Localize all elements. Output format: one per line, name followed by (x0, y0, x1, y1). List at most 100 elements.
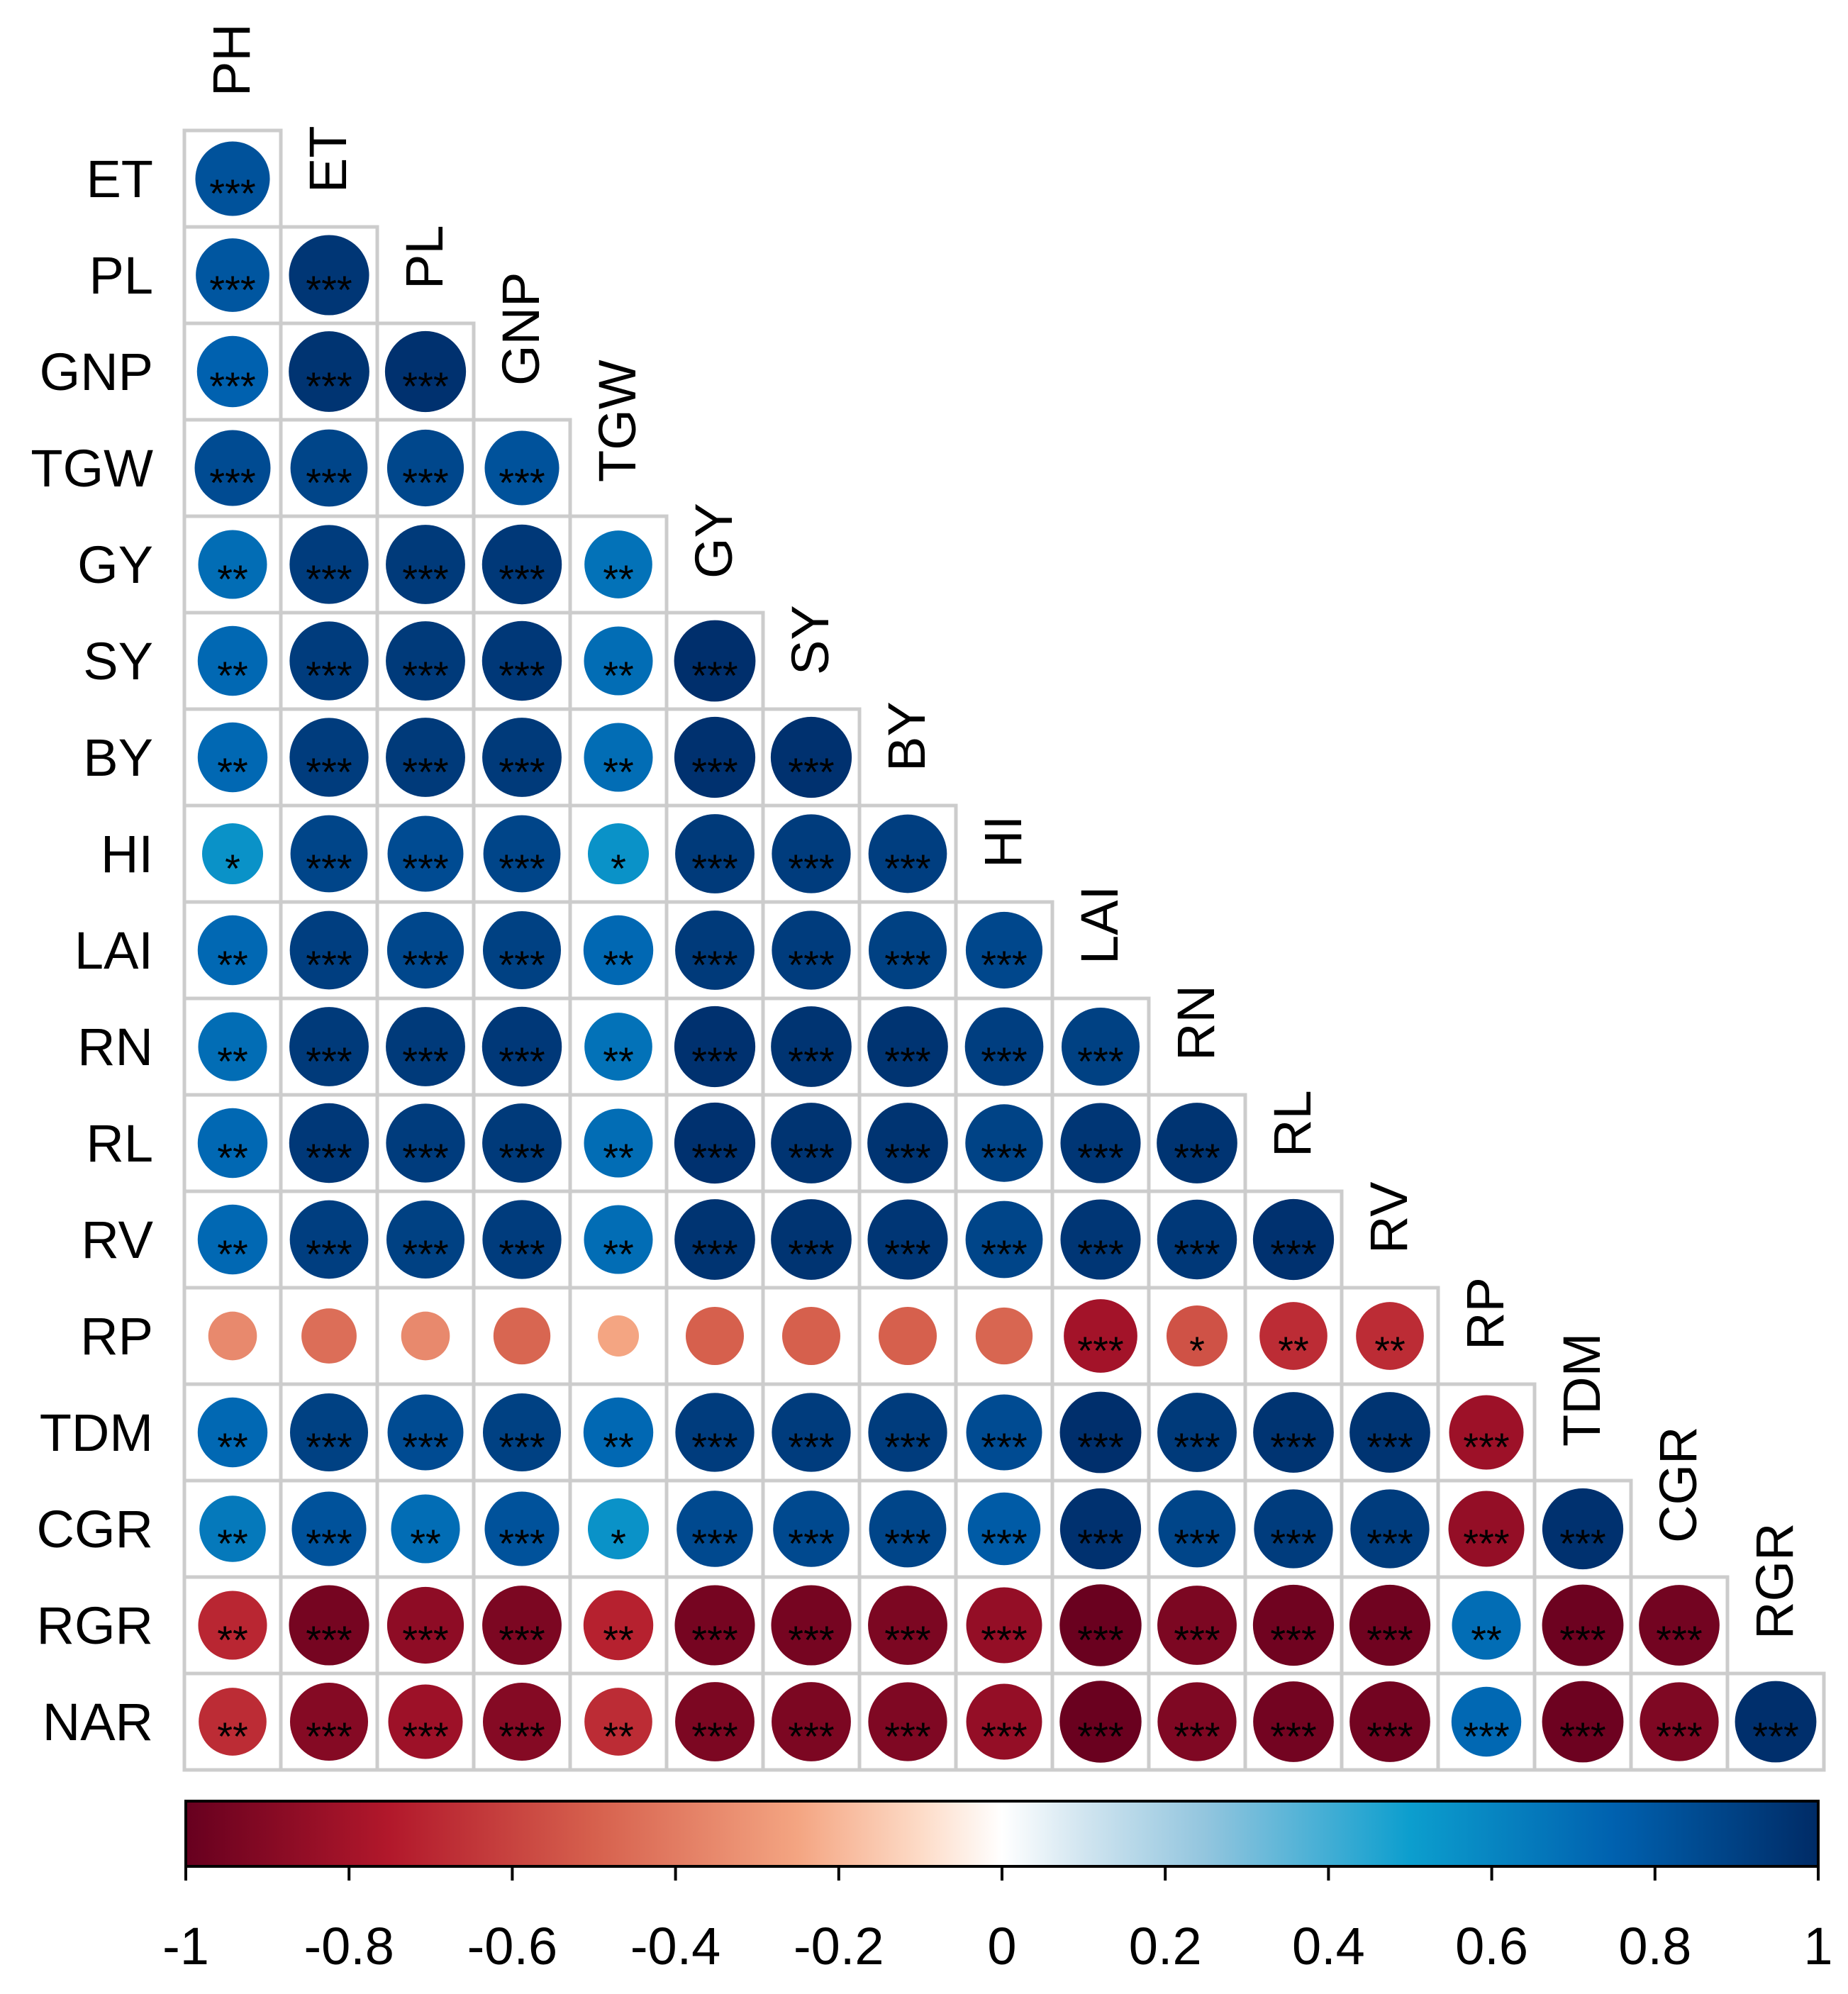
correlation-circle (1640, 1682, 1719, 1761)
cell-RN-GY: *** (664, 996, 765, 1097)
cell-RGR-TGW: ** (568, 1575, 669, 1676)
correlation-circle (674, 1199, 755, 1280)
significance-label: ** (603, 1714, 634, 1759)
significance-label: *** (1366, 1714, 1413, 1759)
correlation-circle (868, 814, 947, 893)
significance-label: *** (209, 267, 255, 312)
correlation-circle (869, 1490, 947, 1568)
cell-RL-GNP: *** (472, 1093, 572, 1193)
cell-CGR-TGW: * (568, 1478, 669, 1579)
cell-RP-SY (761, 1286, 862, 1386)
cell-RN-ET: *** (279, 996, 379, 1097)
colorbar-tick-labels: -1 -0.8 -0.6 -0.4 -0.2 0 0.2 0.4 0.6 0.8 1 (162, 1917, 1832, 1976)
cell-LAI-SY: *** (761, 900, 862, 1001)
significance-label: *** (788, 942, 834, 987)
significance-label: *** (981, 942, 1027, 987)
significance-label: * (611, 846, 626, 891)
significance-label: * (1189, 1328, 1205, 1373)
correlation-circle (289, 621, 369, 701)
correlation-circle (1157, 1586, 1237, 1665)
cell-NAR-TGW: ** (568, 1671, 669, 1772)
cell-TDM-RN: *** (1147, 1382, 1247, 1483)
correlation-circle (587, 823, 650, 885)
significance-label: *** (209, 171, 255, 216)
row-label-RP: RP (80, 1307, 153, 1366)
significance-label: *** (1174, 1714, 1220, 1759)
correlation-circle (584, 1108, 653, 1178)
correlation-circle (772, 814, 851, 893)
correlation-circle (1064, 1299, 1137, 1373)
colorbar-tick-label: 0.6 (1455, 1917, 1528, 1976)
cell-RV-RN: *** (1147, 1189, 1247, 1290)
cell-HI-ET: *** (279, 803, 379, 904)
cell-RN-BY: *** (857, 996, 958, 1097)
significance-label: *** (306, 1425, 352, 1469)
significance-label: *** (306, 460, 352, 505)
significance-label: *** (499, 653, 545, 698)
significance-label: ** (603, 1425, 634, 1469)
correlation-circle (195, 141, 270, 216)
cell-RV-SY: *** (761, 1189, 862, 1290)
significance-label: *** (788, 1521, 834, 1566)
correlation-circle (1157, 1103, 1237, 1183)
column-labels: PH ET PL GNP TGW GY SY BY HI LAI RN RL RV RP TDM CGR RGR… (202, 23, 1848, 1736)
significance-label: *** (981, 1714, 1027, 1759)
correlation-circle (1059, 1488, 1142, 1570)
significance-label: *** (402, 942, 448, 987)
correlation-circle (685, 1306, 745, 1366)
cell-CGR-RN: *** (1147, 1478, 1247, 1579)
significance-label: *** (306, 267, 352, 312)
cell-RN-PH: ** (182, 996, 283, 1097)
cell-RL-ET: *** (279, 1093, 379, 1193)
cell-RN-GNP: *** (472, 996, 572, 1097)
correlation-circle (198, 1591, 267, 1660)
significance-label: *** (402, 653, 448, 698)
cell-GY-PH: ** (182, 514, 283, 615)
correlation-circle (194, 430, 271, 506)
correlation-circle (1158, 1490, 1236, 1568)
correlation-circle (289, 1103, 369, 1183)
correlation-circle (199, 1496, 266, 1562)
significance-label: *** (788, 846, 834, 891)
cell-NAR-RGR: *** (1725, 1671, 1826, 1772)
correlation-circle (301, 1308, 357, 1364)
significance-label: *** (306, 557, 352, 601)
cell-RGR-LAI: *** (1050, 1575, 1151, 1676)
cell-NAR-RL: *** (1243, 1671, 1344, 1772)
significance-label: *** (1174, 1617, 1220, 1662)
cell-RP-GNP (472, 1286, 572, 1386)
cell-RL-PL: *** (375, 1093, 476, 1193)
correlation-circle (197, 915, 268, 986)
cell-RL-HI: *** (954, 1093, 1054, 1193)
significance-label: *** (306, 846, 352, 891)
cell-RP-ET (279, 1286, 379, 1386)
cell-BY-GY: *** (664, 707, 765, 808)
correlation-circle (401, 1311, 450, 1361)
row-label-RL: RL (86, 1114, 153, 1173)
significance-label: *** (788, 1232, 834, 1276)
significance-label: ** (1278, 1328, 1309, 1373)
correlation-circle (967, 1492, 1041, 1566)
cell-RV-PL: *** (375, 1189, 476, 1290)
cell-SY-GNP: *** (472, 611, 572, 711)
significance-label: *** (1270, 1232, 1316, 1276)
correlation-circle (966, 1394, 1042, 1471)
significance-label: *** (306, 1714, 352, 1759)
column-label-BY: BY (877, 701, 936, 772)
cell-NAR-RP: *** (1436, 1671, 1537, 1772)
cell-CGR-SY: *** (761, 1478, 862, 1579)
correlation-circle (386, 1586, 464, 1664)
cell-RP-GY (664, 1286, 765, 1386)
significance-label: *** (1559, 1714, 1605, 1759)
correlation-circle (482, 718, 562, 797)
cell-NAR-SY: *** (761, 1671, 862, 1772)
cell-ET-PH: *** (182, 128, 283, 229)
significance-label: ** (217, 1714, 248, 1759)
correlation-circle (584, 1205, 653, 1274)
significance-label: ** (217, 557, 248, 601)
correlation-circle (1157, 1393, 1237, 1472)
column-label-NAR: NAR (1842, 1625, 1848, 1736)
correlation-circle (771, 1006, 852, 1087)
correlation-circle (867, 1006, 948, 1087)
cell-TDM-RV: *** (1340, 1382, 1440, 1483)
